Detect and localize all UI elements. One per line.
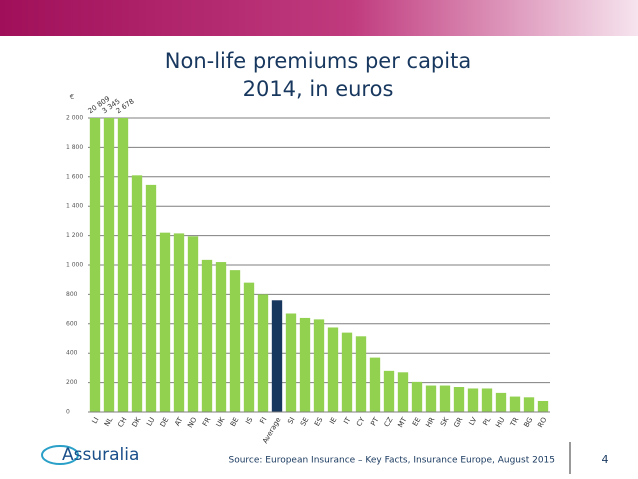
x-tick-label: HR [424,416,436,429]
y-axis-label: € [70,93,74,101]
bar [411,381,423,412]
x-tick-label: FR [201,416,212,428]
bar [355,336,367,412]
x-tick-label: PL [481,416,492,427]
bar [243,282,255,412]
x-tick-label: FI [258,416,268,425]
x-tick-label: CY [355,415,367,427]
x-tick-label: BE [229,416,241,428]
y-tick-label: 1 000 [66,262,83,269]
x-tick-label: CH [116,416,128,429]
bar [425,385,437,412]
x-tick-label: DK [131,416,143,429]
x-tick-label: UK [215,416,227,429]
y-tick-label: 1 600 [66,173,83,180]
bar [495,392,507,412]
x-tick-label: GR [452,416,464,429]
x-tick-label: TR [508,416,520,429]
bar [117,118,129,412]
x-tick-label: LV [468,416,479,427]
y-tick-label: 400 [66,350,78,357]
x-tick-label: MT [396,415,408,429]
bar [299,317,311,412]
x-tick-label: LU [145,416,156,428]
bar [229,270,241,412]
bar [383,370,395,412]
y-tick-label: 200 [66,379,78,386]
x-tick-label: NO [186,416,199,430]
chart-title: Non-life premiums per capita [165,49,471,73]
x-tick-label: DE [159,416,171,429]
plot: 0 200 400 600 800 1 000 1 200 1 400 1 600 1 800 2 … [66,95,550,445]
x-tick-label: BG [522,416,534,429]
logo-text: Assuralia [62,445,139,465]
x-tick-label: HU [494,416,506,429]
bar [271,300,283,412]
x-tick-label: NL [103,416,115,428]
bar [439,385,451,412]
x-tick-label: CZ [383,416,395,429]
x-tick-label: AT [173,415,185,427]
bar [159,232,171,412]
bar [369,357,381,412]
x-tick-label: ES [313,416,325,428]
source-note: Source: European Insurance – Key Facts, … [229,456,556,466]
x-tick-label: IE [328,416,338,426]
x-tick-label: EE [411,416,422,428]
x-tick-label: PT [369,415,381,427]
y-tick-label: 800 [66,291,78,298]
bar [285,313,297,412]
bar [397,372,409,412]
x-tick-label: LI [91,416,101,425]
bar [257,294,269,412]
bar [537,400,549,412]
bar [481,388,493,412]
x-tick-label: SE [299,416,310,428]
bar [131,175,143,412]
bar [103,118,115,412]
bar [509,396,521,412]
x-tick-label: IT [342,415,352,425]
y-tick-label: 1 800 [66,144,83,151]
y-tick-label: 0 [66,409,70,416]
logo-mark [41,445,79,465]
bar [313,319,325,412]
bar [89,118,101,412]
y-tick-label: 2 000 [66,115,83,122]
bar [145,184,157,412]
x-tick-label: SK [439,416,451,428]
header-band [0,0,638,36]
bar [215,262,227,412]
chart-subtitle: 2014, in euros [243,77,394,101]
bar [467,388,479,412]
y-tick-label: 1 400 [66,203,83,210]
bar [327,327,339,412]
bar [173,233,185,412]
y-tick-label: 1 200 [66,232,83,239]
x-tick-label: IS [244,416,254,426]
bar [523,397,535,412]
page-number: 4 [602,453,609,466]
logo: Assuralia [41,445,139,465]
bar [453,387,465,412]
bar [187,236,199,412]
bar [341,332,353,412]
x-tick-label: SI [286,416,296,426]
y-tick-label: 600 [66,320,78,327]
bar [201,259,213,412]
x-tick-label: RO [536,416,548,429]
